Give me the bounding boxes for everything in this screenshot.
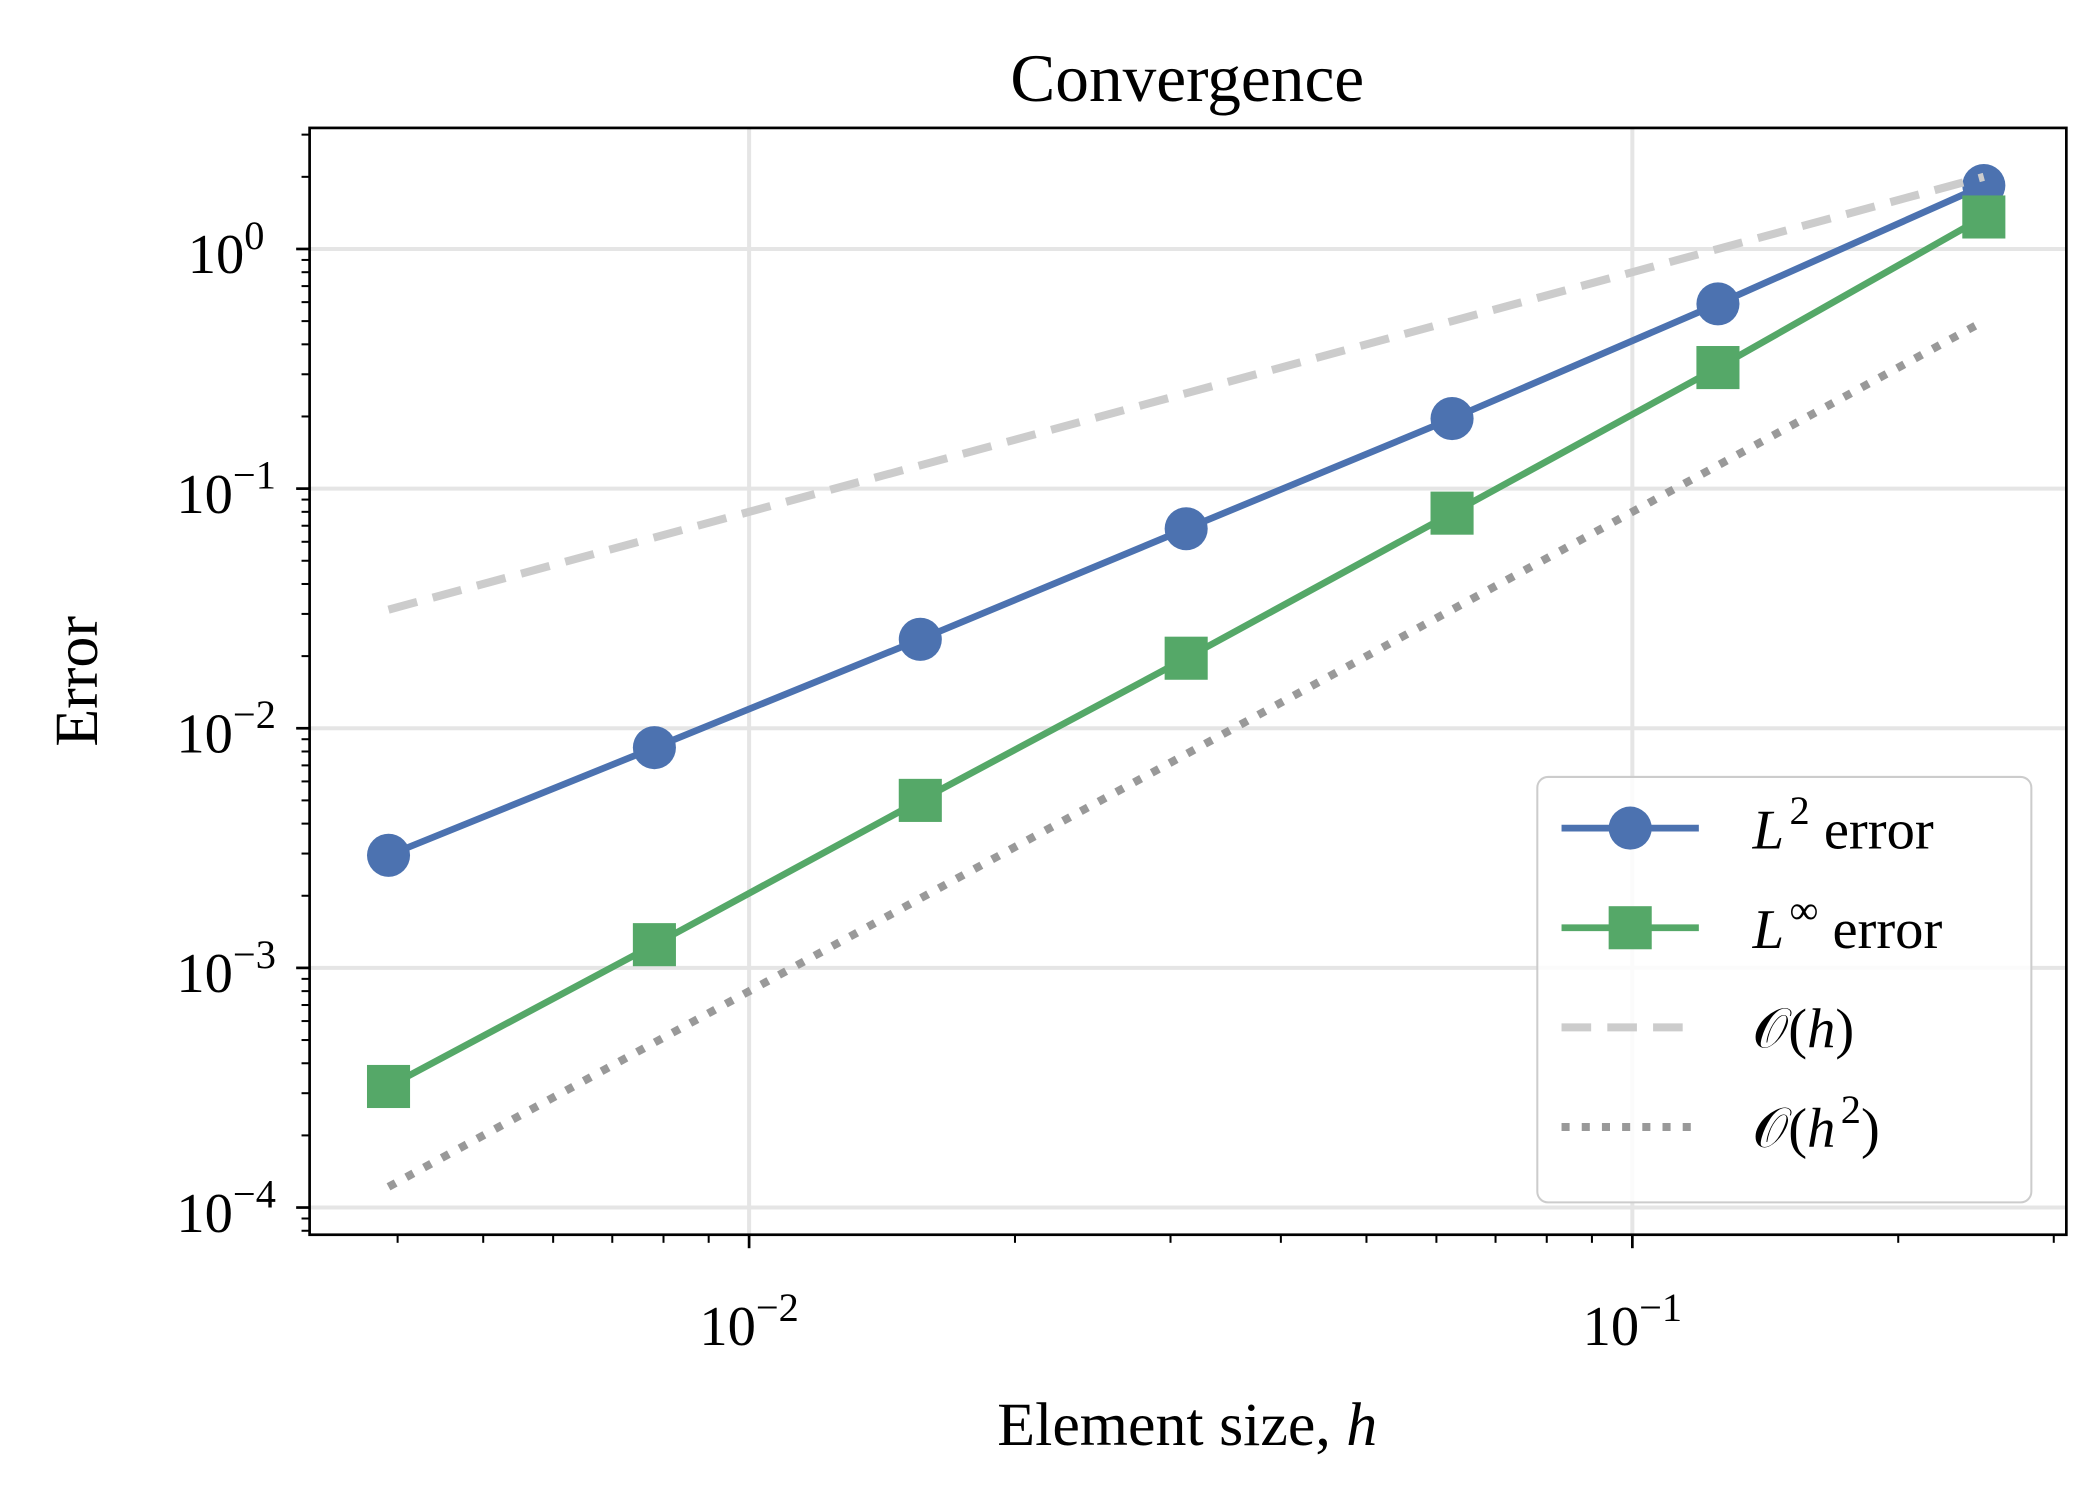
legend-linf-label: L ∞ error <box>1752 888 1943 961</box>
l2-point <box>366 833 411 877</box>
l2-point <box>1430 397 1474 441</box>
x-tick-label: 10−1 <box>1583 1285 1682 1358</box>
legend-box <box>1536 775 2033 1204</box>
y-tick-label: 10−3 <box>176 932 275 1005</box>
legend-l2-marker <box>1608 806 1652 850</box>
y-tick-label: 10−4 <box>176 1172 275 1245</box>
linf-point <box>1962 195 2006 239</box>
linf-point <box>366 1064 411 1109</box>
y-axis-label: Error <box>43 616 111 747</box>
l2-point <box>1696 282 1740 326</box>
legend-oh-label: 𝒪(h) <box>1753 999 1855 1061</box>
grid <box>309 127 2067 1235</box>
legend-oh2-label: 𝒪(h 2) <box>1753 1087 1880 1160</box>
chart-title: Convergence <box>1010 41 1364 116</box>
y-tick-label: 10−2 <box>176 692 275 765</box>
linf-point <box>1696 346 1740 390</box>
linf-point <box>632 923 676 967</box>
ticks: 10−2 10−1 100 10−1 10−2 10−3 10−4 <box>176 133 2055 1358</box>
l2-point <box>1164 507 1208 551</box>
series-layer <box>366 163 2006 1191</box>
linf-point <box>898 778 942 822</box>
x-tick-label: 10−2 <box>699 1285 798 1358</box>
plot-frame <box>308 126 2068 1237</box>
oh-line <box>387 172 1985 614</box>
l2-point <box>898 617 942 661</box>
y-tick-label: 100 <box>188 213 265 286</box>
y-tick-label: 10−1 <box>176 453 275 526</box>
x-axis-label: Element size, h <box>997 1391 1377 1459</box>
linf-point <box>1164 636 1208 680</box>
legend-linf-marker <box>1608 906 1652 950</box>
l2-point <box>632 726 676 770</box>
linf-point <box>1430 491 1474 535</box>
